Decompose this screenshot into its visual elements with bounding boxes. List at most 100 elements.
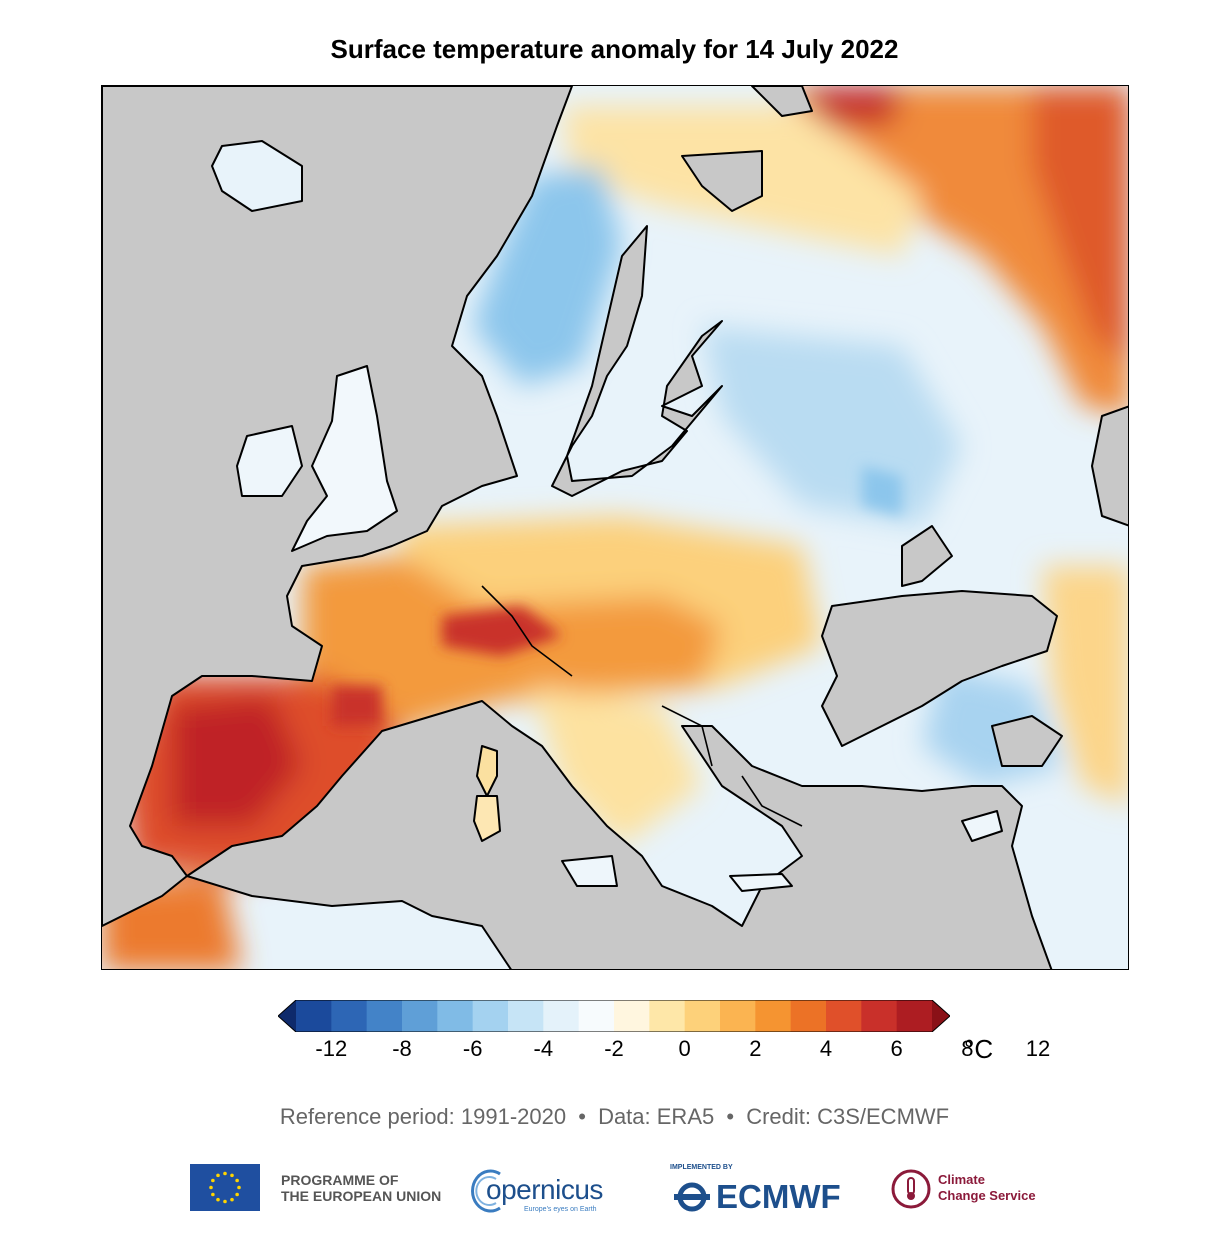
crete xyxy=(729,873,793,892)
eu-star xyxy=(216,1173,220,1178)
separator-2: • xyxy=(726,1104,735,1129)
colorbar-segment xyxy=(755,1000,792,1032)
chart-title: Surface temperature anomaly for 14 July … xyxy=(330,34,899,64)
colorbar-tick-label: 0 xyxy=(678,1036,691,1061)
eu-star xyxy=(223,1199,227,1204)
copernicus-c-icon xyxy=(471,1169,501,1213)
hot-spot-france xyxy=(442,606,562,656)
colorbar-tick-label: -12 xyxy=(315,1036,348,1061)
colorbar-segment xyxy=(861,1000,898,1032)
cool-spot-russia xyxy=(862,466,902,516)
sicily xyxy=(561,855,618,887)
iceland xyxy=(211,140,303,212)
copernicus-tagline: Europe's eyes on Earth xyxy=(524,1206,597,1213)
colorbar-segment xyxy=(472,1000,509,1032)
white-sea xyxy=(681,150,763,212)
colorbar-segment xyxy=(720,1000,756,1032)
hot-russia-core xyxy=(1032,86,1128,365)
colorbar-tick-label: -4 xyxy=(533,1036,554,1061)
colorbar-segment xyxy=(578,1000,615,1032)
eu-line-2: THE EUROPEAN UNION xyxy=(281,1188,442,1204)
thermometer-icon xyxy=(891,1169,931,1209)
map-svg xyxy=(102,86,1128,969)
mediterranean xyxy=(186,700,1053,969)
colorbar-segment xyxy=(896,1000,933,1032)
colorbar-segment xyxy=(331,1000,368,1032)
caspian-sea xyxy=(1091,405,1128,527)
warm-italy xyxy=(532,686,702,846)
colorbar-tick-label: 2 xyxy=(749,1036,762,1061)
eu-star xyxy=(230,1197,234,1202)
ecmwf-implemented-by: IMPLEMENTED BY xyxy=(670,1164,733,1171)
great-britain xyxy=(291,365,398,552)
ecmwf-waves-icon xyxy=(674,1182,710,1212)
eu-star xyxy=(209,1185,213,1190)
sardinia xyxy=(473,795,501,842)
land-outlines xyxy=(211,140,1063,892)
colorbar-tick-label: -8 xyxy=(392,1036,412,1061)
eu-flag-icon xyxy=(190,1164,260,1211)
coastline-details xyxy=(481,585,803,827)
colorbar-tick-label: 8 xyxy=(961,1036,974,1061)
colorbar-segment xyxy=(790,1000,827,1032)
credit: Credit: C3S/ECMWF xyxy=(746,1104,950,1129)
eu-programme-text: PROGRAMME OF THE EUROPEAN UNION xyxy=(281,1172,441,1204)
colorbar-tick-label: -2 xyxy=(604,1036,624,1061)
aegean-coast xyxy=(741,775,803,827)
anomaly-field xyxy=(102,86,1128,969)
ecmwf-word: ECMWF xyxy=(716,1178,841,1215)
anatolia-lake xyxy=(991,715,1063,767)
baltic-sea xyxy=(551,225,723,497)
cyprus xyxy=(961,810,1003,842)
copernicus-logo: opernicus Europe's eyes on Earth xyxy=(470,1162,610,1216)
cool-norway xyxy=(472,166,622,386)
hot-spot-spain-north xyxy=(332,686,382,726)
sea-of-azov xyxy=(901,525,953,587)
copernicus-word: opernicus xyxy=(486,1174,603,1205)
hot-kola xyxy=(802,86,902,126)
eu-star xyxy=(211,1192,215,1197)
colorbar-min-arrow xyxy=(278,1000,296,1032)
eu-star xyxy=(237,1185,241,1190)
corsica xyxy=(476,745,498,797)
warm-caucasus xyxy=(1042,566,1128,806)
c3s-logo: Climate Change Service xyxy=(890,1164,1060,1214)
eu-star xyxy=(223,1171,227,1176)
ireland xyxy=(236,425,303,497)
c3s-line-2: Change Service xyxy=(938,1188,1036,1203)
colorbar-tick-label: 4 xyxy=(819,1036,833,1061)
colorbar-max-arrow xyxy=(932,1000,950,1032)
separator-1: • xyxy=(578,1104,586,1129)
eu-line-1: PROGRAMME OF xyxy=(281,1172,399,1188)
barents-inlet xyxy=(751,86,813,117)
colorbar-unit: °C xyxy=(964,1034,994,1064)
colorbar-segment xyxy=(649,1000,686,1032)
eu-star xyxy=(211,1178,215,1183)
black-sea xyxy=(821,590,1058,747)
eu-star xyxy=(235,1178,239,1183)
hot-iberia-core xyxy=(172,696,302,826)
reference-period: Reference period: 1991-2020 xyxy=(279,1104,567,1129)
colorbar-segment xyxy=(826,1000,862,1032)
anomaly-map xyxy=(101,85,1129,970)
alps-coast xyxy=(481,585,573,677)
eu-star xyxy=(216,1197,220,1202)
logo-strip: PROGRAMME OF THE EUROPEAN UNION opernicu… xyxy=(0,1158,1219,1218)
eu-star xyxy=(230,1173,234,1178)
ecmwf-logo: IMPLEMENTED BY ECMWF xyxy=(668,1160,868,1216)
colorbar-ticks: -12 -8 -6 -4 -2 0 2 4 6 8 12 xyxy=(0,1036,1219,1066)
colorbar-segment xyxy=(543,1000,580,1032)
c3s-line-1: Climate xyxy=(938,1172,985,1187)
colorbar xyxy=(278,1000,950,1032)
colorbar-tick-label: 12 xyxy=(1025,1036,1051,1061)
eu-star xyxy=(235,1192,239,1197)
colorbar-segment xyxy=(296,1000,332,1032)
colorbar-segment xyxy=(366,1000,403,1032)
footer-credits: Reference period: 1991-2020 • Data: ERA5… xyxy=(0,1104,1219,1130)
adriatic-coast xyxy=(661,705,713,767)
colorbar-segment xyxy=(402,1000,438,1032)
colorbar-tick-label: 6 xyxy=(890,1036,903,1061)
colorbar-tick-label: -6 xyxy=(462,1036,483,1061)
colorbar-segment xyxy=(508,1000,544,1032)
colorbar-segment xyxy=(614,1000,650,1032)
